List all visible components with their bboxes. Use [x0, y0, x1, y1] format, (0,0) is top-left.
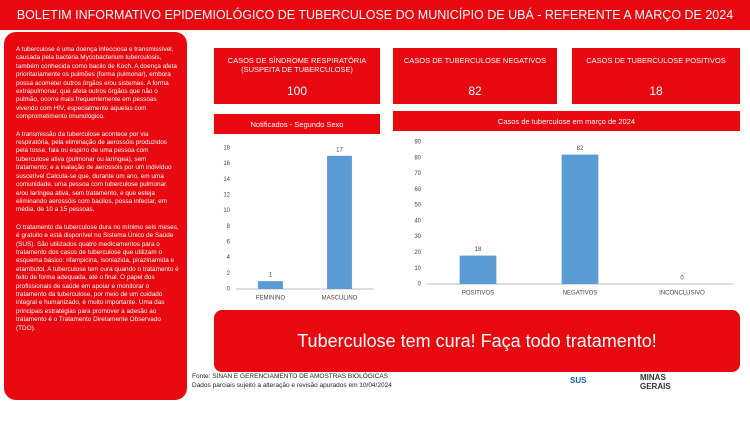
- paragraph: A transmissão da tuberculose acontece po…: [16, 130, 172, 214]
- sidebar: A tuberculose é uma doença infecciosa e …: [4, 32, 187, 400]
- y-tick-label: 90: [414, 140, 421, 146]
- y-tick-label: 40: [414, 218, 421, 224]
- x-tick-label: POSITIVOS: [462, 291, 494, 297]
- card: CASOS DE TUBERCULOSE NEGATIVOS 82: [393, 48, 557, 104]
- y-tick-label: 12: [223, 193, 230, 199]
- bar: [561, 154, 599, 284]
- bar: [459, 255, 497, 284]
- chart: 0 2 4 6 8 10 12 14 16 18 FEMININO 1 MASCULINO 17: [223, 146, 374, 302]
- y-tick-label: 2: [227, 271, 231, 277]
- bar: [327, 155, 352, 289]
- y-tick-label: 18: [223, 146, 230, 152]
- x-tick-label: MASCULINO: [322, 296, 358, 302]
- card-label: CASOS DE TUBERCULOSE NEGATIVOS: [403, 56, 547, 65]
- card-label: CASOS DE TUBERCULOSE POSITIVOS: [586, 56, 726, 65]
- y-tick-label: 16: [223, 161, 230, 167]
- logo: MINAS GERAIS: [640, 373, 671, 391]
- card: CASOS DE TUBERCULOSE POSITIVOS 18: [572, 48, 740, 104]
- y-tick-label: 10: [223, 208, 230, 214]
- card-label: CASOS DE SÍNDROME RESPIRATÓRIA (SUSPEITA…: [227, 56, 367, 74]
- x-tick-label: NEGATIVOS: [563, 291, 598, 297]
- x-tick-label: INCONCLUSIVO: [659, 291, 705, 297]
- y-tick-label: 6: [227, 240, 231, 246]
- data-label: 18: [475, 247, 482, 253]
- y-tick-label: 50: [414, 203, 421, 209]
- x-tick-label: FEMININO: [256, 296, 286, 302]
- chart-title: Casos de tuberculose em março de 2024: [393, 111, 740, 131]
- y-tick-label: 30: [414, 234, 421, 240]
- data-label: 1: [269, 273, 273, 279]
- chart-title: Notificados - Segundo Sexo: [214, 114, 380, 134]
- data-label: 17: [336, 147, 343, 153]
- y-tick-label: 0: [418, 282, 422, 288]
- banner: Tuberculose tem cura! Faça todo tratamen…: [214, 310, 740, 372]
- footer-note: Dados parciais sujeito a alteração e rev…: [192, 382, 392, 389]
- card-value: 18: [649, 84, 663, 98]
- header-title: BOLETIM INFORMATIVO EPIDEMIOLÓGICO DE TU…: [0, 0, 750, 30]
- card: CASOS DE SÍNDROME RESPIRATÓRIA (SUSPEITA…: [214, 48, 380, 104]
- y-tick-label: 0: [227, 287, 231, 293]
- data-label: 82: [577, 146, 584, 152]
- paragraph: O tratamento da tuberculose dura no míni…: [16, 223, 179, 332]
- bar: [258, 281, 283, 289]
- card-value: 82: [468, 84, 482, 98]
- y-tick-label: 20: [414, 250, 421, 256]
- y-tick-label: 14: [223, 177, 230, 183]
- logo: SUS: [570, 376, 587, 385]
- y-tick-label: 10: [414, 266, 421, 272]
- y-tick-label: 60: [414, 187, 421, 193]
- chart: 0 10 20 30 40 50 60 70 80 90 POSITIVOS 18 NEGATIVOS 8…: [414, 140, 733, 297]
- y-tick-label: 80: [414, 155, 421, 161]
- card-value: 100: [286, 84, 308, 98]
- y-tick-label: 4: [227, 255, 231, 261]
- y-tick-label: 70: [414, 171, 421, 177]
- data-label: 0: [680, 276, 684, 282]
- paragraph: A tuberculose é uma doença infecciosa e …: [16, 46, 177, 121]
- footer-source: Fonte: SINAN E GERENCIAMENTO DE AMOSTRAS…: [192, 373, 389, 380]
- y-tick-label: 8: [227, 224, 231, 230]
